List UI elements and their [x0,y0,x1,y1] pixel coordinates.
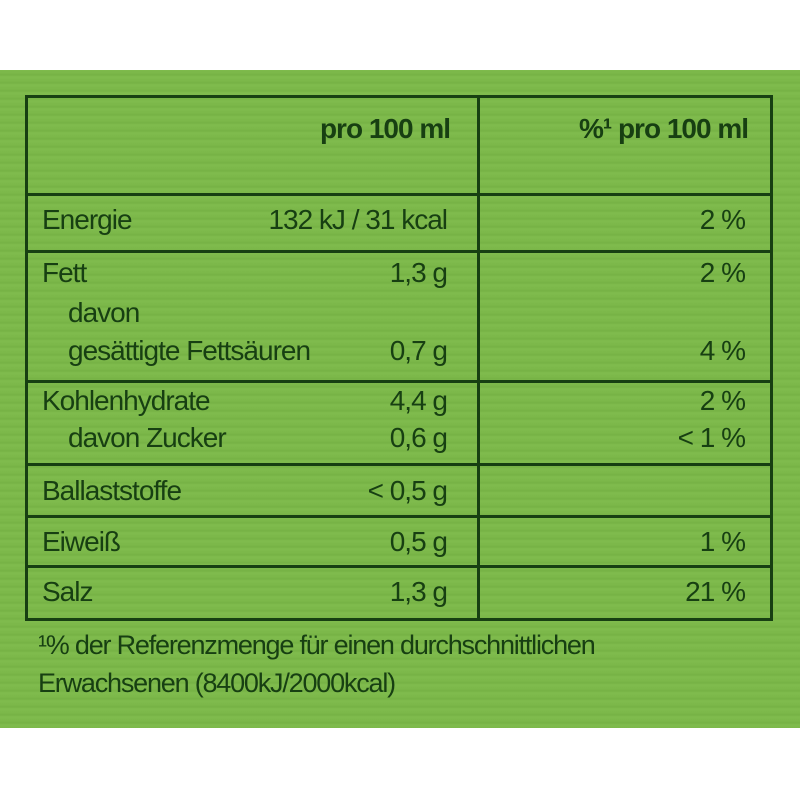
row-label: Fett [42,257,87,288]
nutrition-table [25,95,773,621]
row-percent: 2 % [699,385,746,416]
column-divider [477,98,480,618]
row-percent: < 1 % [677,422,746,453]
row-value: 0,6 g [389,422,448,453]
row-value: < 0,5 g [367,475,448,506]
header-percent-per-100ml: %¹ pro 100 ml [578,113,749,144]
row-label: Kohlenhydrate [42,385,211,416]
row-percent: 1 % [699,526,746,557]
row-label: gesättigte Fettsäuren [68,335,311,366]
row-value: 1,3 g [389,257,448,288]
row-divider [28,380,770,383]
row-value: 0,5 g [389,526,448,557]
row-divider [28,565,770,568]
row-percent: 2 % [699,257,746,288]
row-divider [28,463,770,466]
row-percent: 2 % [699,204,746,235]
row-value: 4,4 g [389,385,448,416]
row-label: Eiweiß [42,526,121,557]
row-label: Salz [42,576,93,607]
footnote: ¹% der Referenzmenge für einen durchschn… [38,626,596,702]
row-value: 0,7 g [389,335,448,366]
row-percent: 21 % [685,576,746,607]
header-per-100ml: pro 100 ml [319,113,451,144]
footnote-line: ¹% der Referenzmenge für einen durchschn… [38,630,596,660]
row-divider [28,250,770,253]
row-divider [28,193,770,196]
row-divider [28,515,770,518]
footnote-line: Erwachsenen (8400kJ/2000kcal) [38,668,396,698]
row-value: 132 kJ / 31 kcal [268,204,448,235]
row-label: davon Zucker [68,422,227,453]
row-label: davon [68,297,140,328]
row-percent: 4 % [699,335,746,366]
row-value: 1,3 g [389,576,448,607]
row-label: Energie [42,204,133,235]
row-label: Ballaststoffe [42,475,182,506]
